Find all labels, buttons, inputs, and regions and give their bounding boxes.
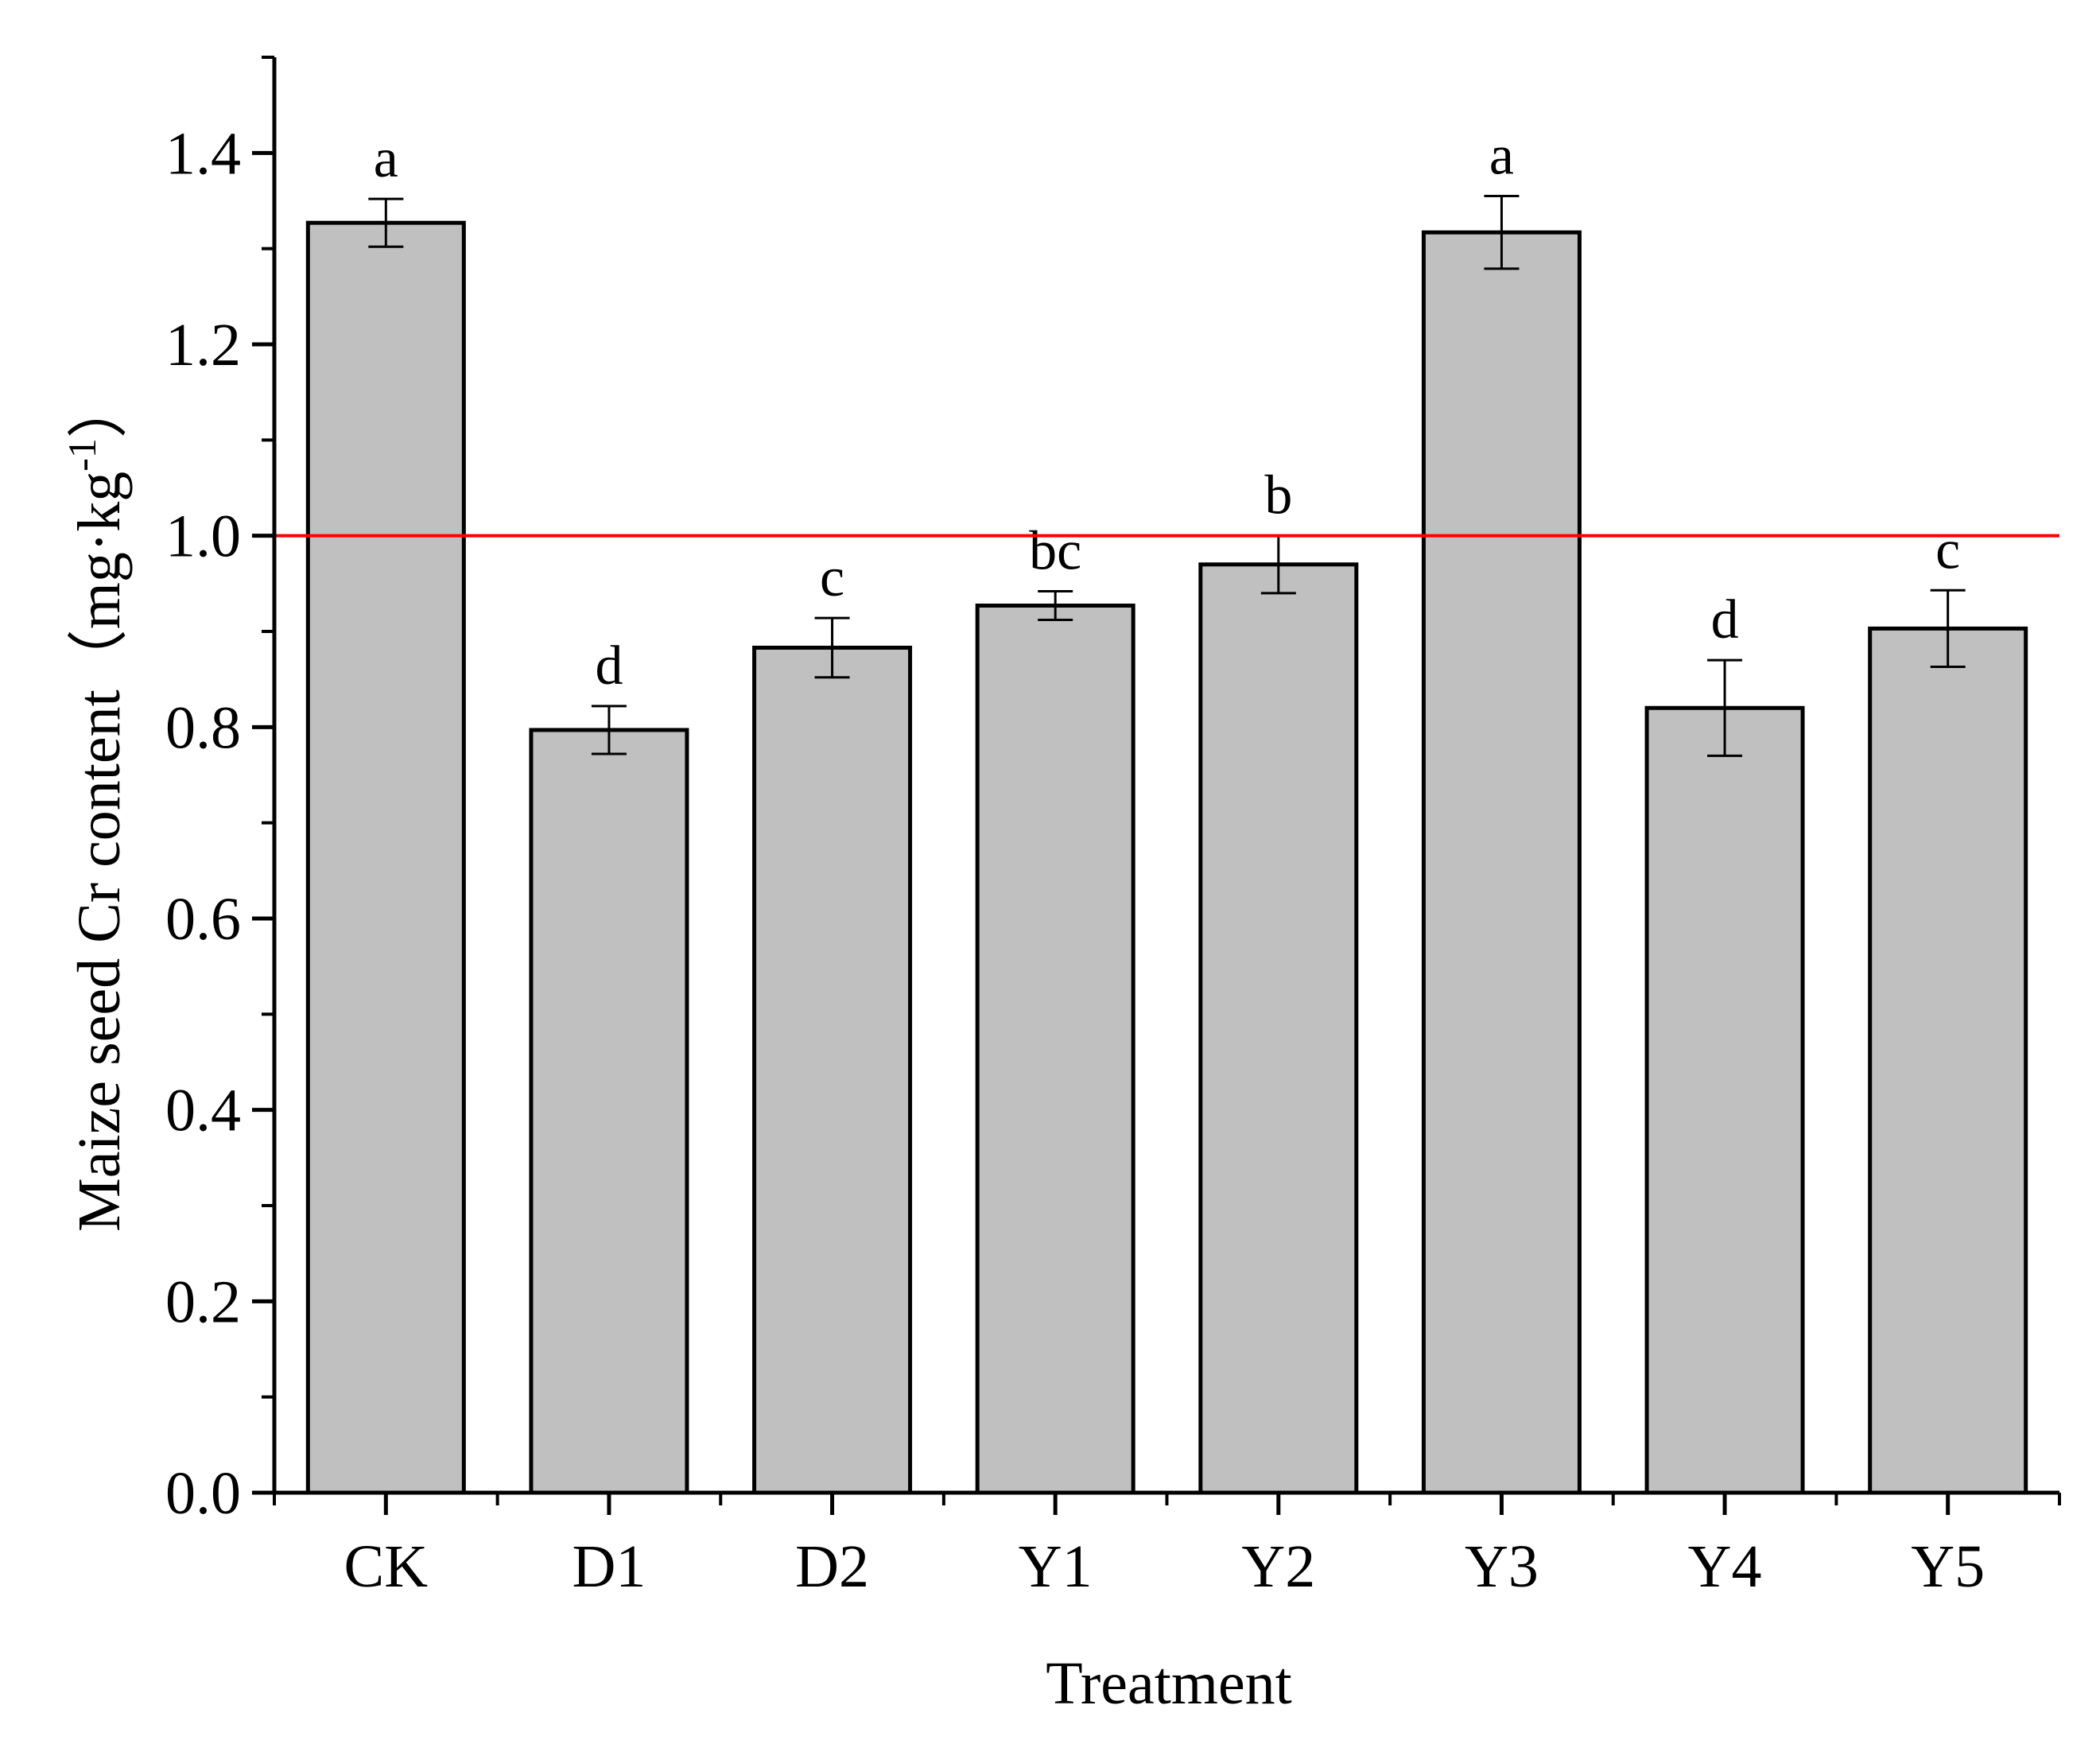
significance-label-y4: d [1711, 589, 1739, 651]
y-axis-title-main: Maize seed Cr content（mg·kg [66, 472, 133, 1232]
y-ticks: 0.0 0.2 0.4 0.6 0.8 1.0 1.2 1.4 [165, 56, 274, 1527]
bars-layer [305, 220, 2028, 1495]
error-bar-y1 [1038, 589, 1073, 622]
bar-y4 [1644, 705, 1805, 1495]
significance-label-y2: b [1264, 465, 1292, 526]
significance-label-d1: d [595, 635, 623, 697]
bar-y1 [975, 604, 1135, 1495]
y-tick-label: 0.2 [165, 1268, 241, 1335]
error-bar-y5 [1930, 588, 1966, 669]
y-tick-label: 0.8 [165, 694, 241, 761]
error-bar-y4 [1707, 658, 1743, 757]
x-tick-label-y3: Y3 [1465, 1533, 1539, 1600]
x-tick-label-d1: D1 [572, 1533, 646, 1600]
x-tick-label-ck: CK [344, 1533, 429, 1600]
y-tick-label: 0.6 [165, 886, 241, 953]
y-tick-label: 0.0 [165, 1460, 241, 1527]
bar-ck [305, 220, 466, 1495]
bar-y2 [1198, 562, 1359, 1495]
y-tick-label: 1.4 [165, 120, 241, 187]
x-tick-label-y2: Y2 [1241, 1533, 1315, 1600]
y-tick-label: 0.4 [165, 1078, 241, 1144]
significance-label-d2: c [820, 547, 844, 608]
y-tick-label: 1.0 [165, 503, 241, 570]
x-tick-label-d2: D2 [795, 1533, 869, 1600]
x-ticks: CK D1 D2 Y1 Y2 Y3 Y4 Y5 [273, 1493, 2061, 1600]
significance-label-y5: c [1935, 519, 1960, 581]
y-axis-title-suffix: ） [66, 378, 133, 438]
bar-d1 [529, 728, 689, 1495]
y-axis-title-superscript: -1 [60, 438, 104, 472]
x-tick-label-y5: Y5 [1911, 1533, 1985, 1600]
bar-y3 [1421, 230, 1582, 1495]
y-tick-label: 1.2 [165, 312, 241, 379]
bar-d2 [752, 645, 913, 1495]
axes: 0.0 0.2 0.4 0.6 0.8 1.0 1.2 1.4 CK D1 D2 Y1 Y2 Y3 Y4 Y… [165, 56, 2061, 1600]
x-tick-label-y1: Y1 [1019, 1533, 1093, 1600]
plot-area: a d c bc b a d c 0.0 0.2 0.4 0.6 0.8 1.0 1.2 1.4 CK D1 D… [165, 56, 2061, 1600]
y-axis-title: Maize seed Cr content（mg·kg-1） [60, 378, 133, 1232]
x-axis-title: Treatment [1046, 1650, 1292, 1717]
error-bar-d1 [591, 705, 627, 755]
x-tick-label-y4: Y4 [1688, 1533, 1762, 1600]
error-bar-y3 [1484, 194, 1520, 270]
significance-label-y3: a [1489, 125, 1514, 186]
significance-label-ck: a [374, 128, 398, 189]
error-bar-ck [368, 197, 404, 248]
error-bar-d2 [814, 616, 850, 679]
bar-y5 [1868, 626, 2028, 1495]
significance-labels: a d c bc b a d c [374, 125, 1960, 696]
significance-label-y1: bc [1029, 520, 1081, 581]
